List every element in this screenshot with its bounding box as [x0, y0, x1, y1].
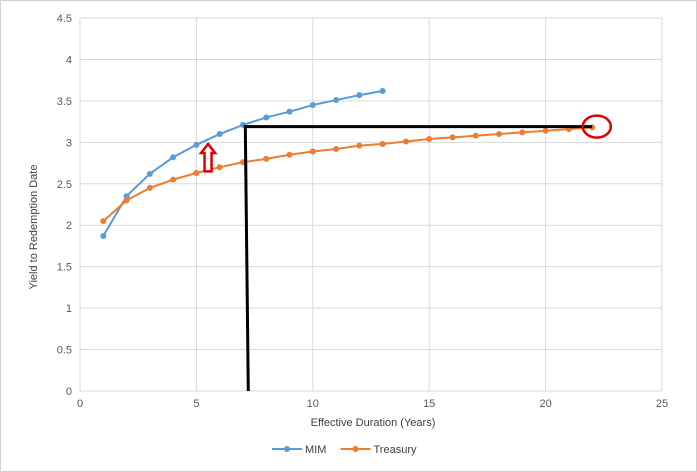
y-axis-title: Yield to Redemption Date: [28, 165, 40, 290]
data-point-mim: [146, 170, 153, 177]
legend-marker-treasury: [352, 446, 359, 452]
annotation-up-arrow: [198, 141, 218, 173]
annotation-vertical-line: [243, 124, 250, 392]
data-point-mim: [216, 131, 223, 138]
y-tick-label: 4: [66, 54, 72, 66]
x-tick-label: 5: [193, 398, 199, 410]
legend-label-treasury: Treasury: [374, 444, 417, 456]
data-point-mim: [379, 87, 386, 94]
data-point-treasury: [379, 140, 386, 147]
legend-label-mim: MIM: [305, 444, 326, 456]
data-point-treasury: [542, 127, 549, 134]
data-point-treasury: [216, 164, 223, 171]
data-point-treasury: [170, 176, 177, 183]
x-tick-label: 20: [539, 398, 551, 410]
gridlines: [79, 17, 663, 392]
data-point-treasury: [193, 170, 200, 177]
legend: MIM Treasury: [272, 444, 417, 456]
x-tick-label: 10: [307, 398, 319, 410]
y-tick-label: 1.5: [57, 262, 72, 274]
y-tick-label: 3.5: [57, 96, 72, 108]
y-axis-ticks: 0 0.5 1 1.5 2 2.5 3 3.5 4 4.5: [57, 13, 72, 398]
data-point-treasury: [496, 131, 503, 138]
data-point-treasury: [472, 132, 479, 139]
annotations-layer: [198, 114, 613, 392]
legend-marker-mim: [284, 446, 290, 452]
data-point-mim: [356, 92, 363, 99]
data-point-mim: [309, 102, 316, 109]
data-point-mim: [333, 97, 340, 104]
series-layer: [100, 87, 596, 239]
x-axis-title: Effective Duration (Years): [311, 417, 436, 429]
y-tick-label: 0: [66, 386, 72, 398]
data-point-treasury: [146, 184, 153, 191]
data-point-mim: [263, 114, 270, 121]
data-point-mim: [286, 108, 293, 115]
y-tick-label: 4.5: [57, 13, 72, 25]
data-point-treasury: [123, 197, 130, 204]
annotation-circle: [581, 114, 613, 139]
data-point-mim: [123, 193, 130, 200]
x-tick-label: 0: [77, 398, 83, 410]
data-point-treasury: [263, 155, 270, 162]
data-point-treasury: [100, 218, 107, 225]
data-point-treasury: [449, 134, 456, 141]
x-tick-label: 25: [656, 398, 668, 410]
data-point-treasury: [333, 145, 340, 152]
x-axis-ticks: 0 5 10 15 20 25: [77, 398, 668, 410]
y-tick-label: 2: [66, 220, 72, 232]
series-line-treasury: [102, 126, 593, 222]
data-point-treasury: [309, 148, 316, 155]
data-point-treasury: [519, 129, 526, 136]
data-point-treasury: [402, 138, 409, 145]
data-point-mim: [193, 141, 200, 148]
data-point-treasury: [426, 136, 433, 143]
y-tick-label: 2.5: [57, 179, 72, 191]
y-tick-label: 1: [66, 303, 72, 315]
x-tick-label: 15: [423, 398, 435, 410]
data-point-mim: [170, 154, 177, 161]
y-tick-label: 3: [66, 137, 72, 149]
data-point-treasury: [356, 142, 363, 149]
y-tick-label: 0.5: [57, 345, 72, 357]
data-point-treasury: [286, 151, 293, 158]
data-point-mim: [100, 232, 107, 239]
